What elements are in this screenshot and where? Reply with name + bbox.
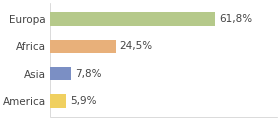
Bar bbox=[50, 67, 71, 80]
Text: 24,5%: 24,5% bbox=[120, 41, 153, 51]
Text: 7,8%: 7,8% bbox=[75, 69, 101, 79]
Bar bbox=[50, 94, 66, 108]
Text: 61,8%: 61,8% bbox=[219, 14, 252, 24]
Text: 5,9%: 5,9% bbox=[70, 96, 96, 106]
Bar bbox=[50, 40, 116, 53]
Bar bbox=[50, 12, 215, 26]
